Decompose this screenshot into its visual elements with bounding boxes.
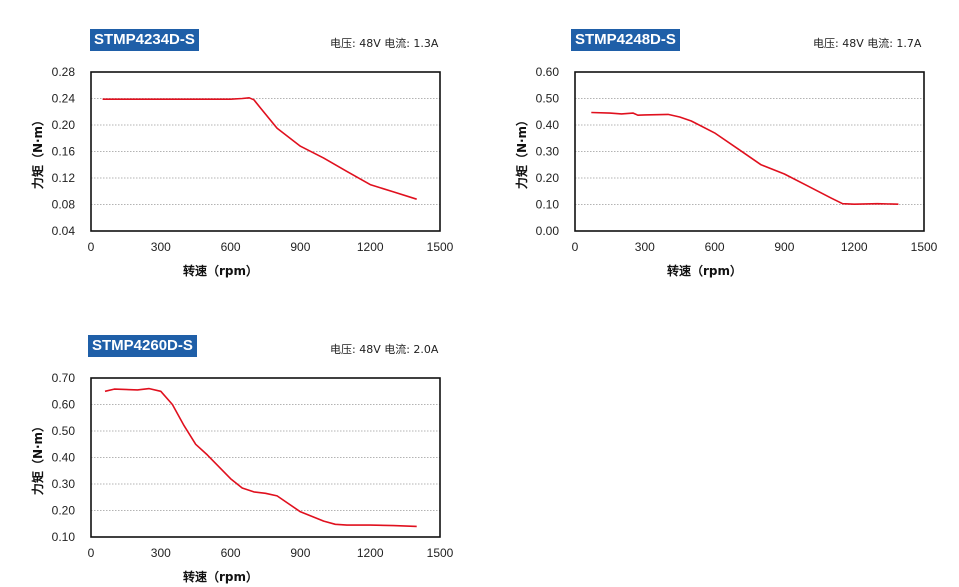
chart-stmp4248d: STMP4248D-S 电压: 48V 电流: 1.7A 0.00 0.10 0.2… bbox=[484, 0, 959, 290]
chart-title: STMP4248D-S bbox=[571, 29, 680, 51]
x-tick-label: 1200 bbox=[357, 546, 384, 560]
y-tick-label: 0.20 bbox=[536, 171, 560, 185]
x-tick-label: 300 bbox=[151, 240, 171, 254]
chart-stmp4234d: STMP4234D-S 电压: 48V 电流: 1.3A 0.04 0.08 0.1… bbox=[0, 0, 480, 290]
chart-plot: 0.10 0.20 0.30 0.40 0.50 0.60 0.70 0 300 600 900 12… bbox=[30, 371, 454, 584]
x-tick-label: 900 bbox=[290, 546, 310, 560]
y-tick-label: 0.04 bbox=[52, 224, 76, 238]
x-axis-title: 转速（rpm） bbox=[183, 263, 258, 278]
plot-frame bbox=[574, 71, 925, 232]
y-tick-label: 0.20 bbox=[52, 118, 76, 132]
y-tick-label: 0.40 bbox=[536, 118, 560, 132]
y-tick-label: 0.40 bbox=[52, 451, 76, 465]
x-tick-label: 600 bbox=[221, 240, 241, 254]
chart-plot: 0.00 0.10 0.20 0.30 0.40 0.50 0.60 0 300 600 900 12… bbox=[514, 65, 938, 278]
y-tick-label: 0.60 bbox=[536, 65, 560, 79]
chart-title: STMP4260D-S bbox=[88, 335, 197, 357]
y-tick-label: 0.10 bbox=[52, 530, 76, 544]
y-tick-label: 0.20 bbox=[52, 504, 76, 518]
x-tick-label: 0 bbox=[88, 240, 95, 254]
y-tick-label: 0.60 bbox=[52, 398, 76, 412]
x-tick-label: 900 bbox=[774, 240, 794, 254]
series-line bbox=[591, 111, 899, 205]
plot-frame bbox=[90, 377, 441, 538]
y-tick-label: 0.30 bbox=[52, 477, 76, 491]
y-tick-label: 0.16 bbox=[52, 145, 76, 159]
x-tick-label: 1500 bbox=[427, 240, 454, 254]
chart-plot: 0.04 0.08 0.12 0.16 0.20 0.24 0.28 0 300 600 900 12… bbox=[30, 65, 454, 278]
series-line bbox=[104, 387, 417, 528]
y-tick-label: 0.70 bbox=[52, 371, 76, 385]
y-tick-label: 0.10 bbox=[536, 198, 560, 212]
chart-title: STMP4234D-S bbox=[90, 29, 199, 51]
x-tick-label: 900 bbox=[290, 240, 310, 254]
spec-text: 电压: 48V 电流: 2.0A bbox=[330, 343, 439, 356]
plot-frame bbox=[90, 71, 441, 232]
x-tick-label: 1200 bbox=[841, 240, 868, 254]
y-tick-label: 0.24 bbox=[52, 92, 76, 106]
y-axis-title: 力矩（N·m） bbox=[30, 420, 45, 495]
y-axis-title: 力矩（N·m） bbox=[514, 114, 529, 189]
y-tick-label: 0.12 bbox=[52, 171, 76, 185]
x-tick-label: 0 bbox=[572, 240, 579, 254]
series-line bbox=[102, 97, 417, 200]
y-tick-label: 0.08 bbox=[52, 198, 76, 212]
x-axis-title: 转速（rpm） bbox=[667, 263, 742, 278]
y-tick-label: 0.28 bbox=[52, 65, 76, 79]
chart-stmp4260d: STMP4260D-S 电压: 48V 电流: 2.0A 0.10 0.20 0.3… bbox=[0, 306, 480, 587]
x-tick-label: 1500 bbox=[427, 546, 454, 560]
x-tick-label: 0 bbox=[88, 546, 95, 560]
y-axis-title: 力矩（N·m） bbox=[30, 114, 45, 189]
x-tick-label: 1200 bbox=[357, 240, 384, 254]
x-tick-label: 300 bbox=[635, 240, 655, 254]
spec-text: 电压: 48V 电流: 1.7A bbox=[813, 37, 922, 50]
x-tick-label: 600 bbox=[705, 240, 725, 254]
x-tick-label: 1500 bbox=[911, 240, 938, 254]
x-tick-label: 600 bbox=[221, 546, 241, 560]
x-axis-title: 转速（rpm） bbox=[183, 569, 258, 584]
y-tick-label: 0.50 bbox=[52, 424, 76, 438]
spec-text: 电压: 48V 电流: 1.3A bbox=[330, 37, 439, 50]
y-tick-label: 0.30 bbox=[536, 145, 560, 159]
y-tick-label: 0.50 bbox=[536, 92, 560, 106]
y-tick-label: 0.00 bbox=[536, 224, 560, 238]
x-tick-label: 300 bbox=[151, 546, 171, 560]
